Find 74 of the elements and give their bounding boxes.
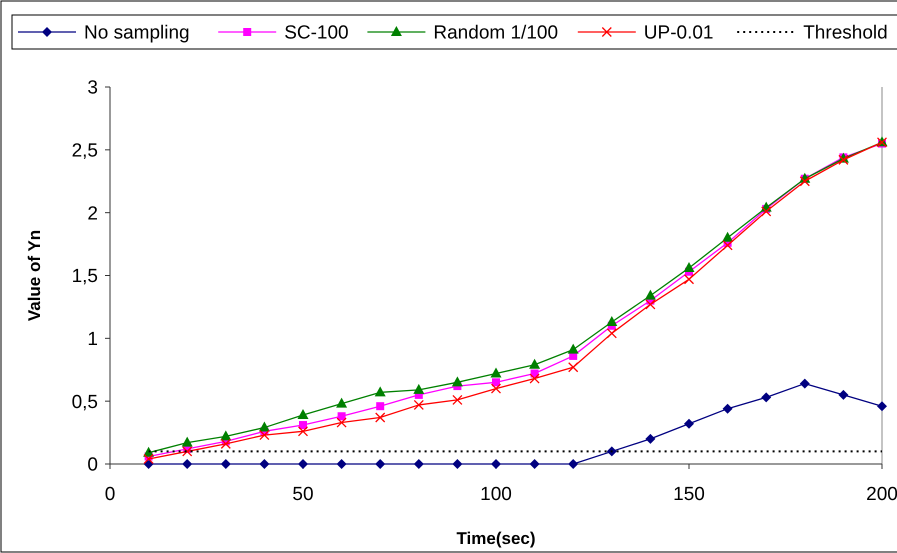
point [530,459,540,469]
point [452,394,463,406]
point [684,274,694,284]
x-tick-label: 50 [292,484,314,505]
point [877,401,887,412]
point [838,390,848,400]
x-tick-label: 150 [673,484,705,505]
x-axis-title: Time(sec) [456,529,536,548]
point [606,446,617,456]
point [568,344,579,354]
point [220,430,232,440]
point [722,240,733,250]
point [182,459,192,469]
point [182,436,193,447]
legend-label: UP-0.01 [644,22,714,44]
point [761,206,772,217]
y-axis-title: Value of Yn [25,230,44,322]
point [800,378,810,389]
point [529,373,540,384]
point [298,408,308,419]
point [375,412,386,423]
point [336,398,348,408]
point [452,459,462,469]
point [298,459,308,469]
point [761,392,772,402]
legend-label: Threshold [803,22,888,44]
point [606,328,617,338]
point [722,232,734,242]
point [838,154,849,166]
point [338,412,346,420]
point [684,418,694,429]
point [800,176,810,186]
y-tick-label: 1,5 [72,266,98,288]
point [568,459,578,469]
legend-label: Random 1/100 [433,22,558,44]
point [414,459,424,469]
legend-label: SC-100 [284,22,349,44]
x-tick-label: 100 [480,484,512,505]
point [259,459,270,469]
point [336,459,347,469]
point [220,459,231,469]
point [452,376,463,386]
legend-label: No sampling [84,22,190,44]
point [336,417,347,428]
point [258,422,270,432]
point [722,404,733,414]
point [645,434,656,444]
point [606,316,618,326]
point [376,402,384,410]
x-tick-label: 0 [104,484,116,505]
y-tick-label: 0 [87,454,98,476]
y-tick-label: 0,5 [72,392,98,413]
point [491,459,501,469]
point [645,299,656,310]
y-tick-label: 2 [87,203,98,224]
point [490,383,502,394]
y-tick-label: 2,5 [72,140,98,162]
point [182,446,192,457]
point [375,459,386,469]
point [374,386,386,396]
point [684,262,694,272]
point [259,430,270,440]
point [414,400,424,410]
point [220,438,231,450]
point [490,368,502,378]
y-tick-label: 1 [87,328,98,350]
point [568,362,578,372]
point [529,358,540,369]
point [644,290,656,300]
point [143,454,154,464]
y-tick-label: 3 [87,78,98,99]
point [413,384,424,394]
point [298,426,308,436]
x-tick-label: 200 [866,484,897,505]
